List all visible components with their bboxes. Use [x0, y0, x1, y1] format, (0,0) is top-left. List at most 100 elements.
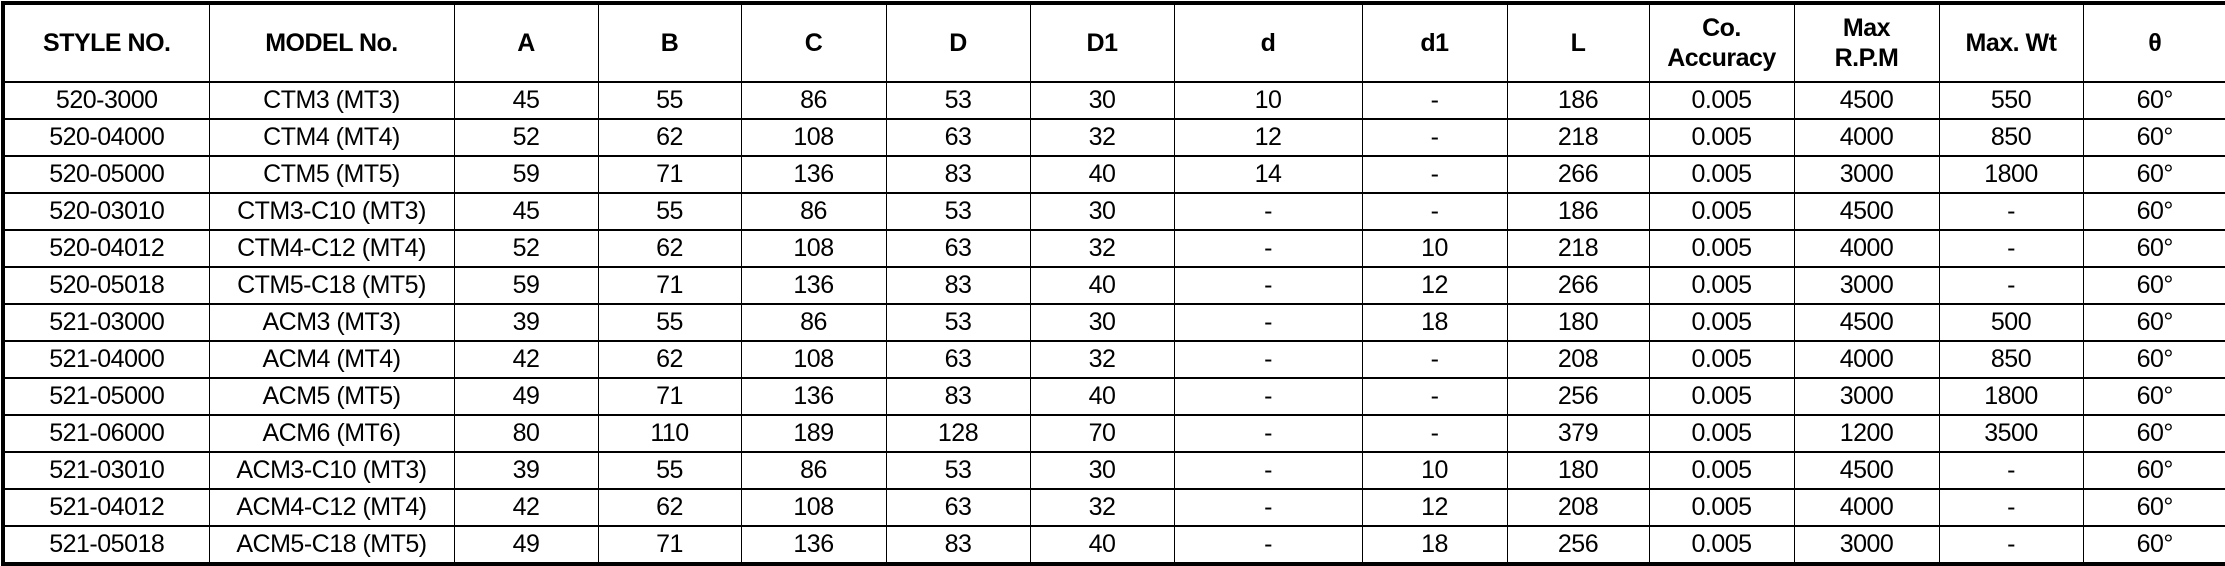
- cell-l: 180: [1507, 452, 1649, 489]
- cell-max-r-p-m: 4000: [1794, 119, 1939, 156]
- column-header-text: d1: [1363, 28, 1507, 58]
- cell-b: 62: [598, 489, 741, 526]
- cell-a: 39: [454, 304, 598, 341]
- cell-b: 62: [598, 119, 741, 156]
- cell-d: -: [1174, 341, 1362, 378]
- cell-d: 83: [886, 378, 1030, 415]
- column-header-style-no: STYLE NO.: [3, 3, 209, 82]
- cell-c: 86: [741, 193, 886, 230]
- cell-style-no: 521-05018: [3, 526, 209, 564]
- cell-max-r-p-m: 4500: [1794, 82, 1939, 119]
- cell-max-wt: -: [1939, 526, 2083, 564]
- column-header-text: Co.: [1650, 13, 1794, 43]
- cell-max-wt: -: [1939, 452, 2083, 489]
- cell-θ: 60°: [2083, 230, 2225, 267]
- cell-max-r-p-m: 3000: [1794, 156, 1939, 193]
- cell-c: 136: [741, 267, 886, 304]
- cell-max-wt: 1800: [1939, 378, 2083, 415]
- cell-d: 83: [886, 526, 1030, 564]
- cell-co-accuracy: 0.005: [1649, 341, 1794, 378]
- cell-co-accuracy: 0.005: [1649, 267, 1794, 304]
- cell-c: 86: [741, 304, 886, 341]
- cell-a: 80: [454, 415, 598, 452]
- cell-d1: -: [1362, 156, 1507, 193]
- cell-d1: -: [1362, 415, 1507, 452]
- cell-style-no: 520-04012: [3, 230, 209, 267]
- cell-d: -: [1174, 526, 1362, 564]
- cell-d1: 10: [1362, 452, 1507, 489]
- cell-c: 136: [741, 378, 886, 415]
- cell-style-no: 521-04000: [3, 341, 209, 378]
- cell-a: 42: [454, 489, 598, 526]
- cell-d: -: [1174, 378, 1362, 415]
- column-header-text: θ: [2084, 28, 2225, 58]
- cell-l: 266: [1507, 156, 1649, 193]
- cell-d: 128: [886, 415, 1030, 452]
- cell-b: 62: [598, 230, 741, 267]
- cell-style-no: 520-03010: [3, 193, 209, 230]
- cell-b: 55: [598, 82, 741, 119]
- cell-d: 63: [886, 230, 1030, 267]
- cell-c: 86: [741, 82, 886, 119]
- column-header-text: STYLE NO.: [5, 28, 209, 58]
- cell-max-wt: 850: [1939, 341, 2083, 378]
- column-header-b: B: [598, 3, 741, 82]
- cell-model-no: CTM4-C12 (MT4): [209, 230, 454, 267]
- cell-max-r-p-m: 3000: [1794, 526, 1939, 564]
- cell-θ: 60°: [2083, 489, 2225, 526]
- cell-θ: 60°: [2083, 526, 2225, 564]
- cell-b: 110: [598, 415, 741, 452]
- cell-style-no: 521-05000: [3, 378, 209, 415]
- cell-co-accuracy: 0.005: [1649, 119, 1794, 156]
- cell-d: -: [1174, 230, 1362, 267]
- cell-l: 208: [1507, 489, 1649, 526]
- cell-l: 208: [1507, 341, 1649, 378]
- cell-max-wt: 3500: [1939, 415, 2083, 452]
- cell-l: 186: [1507, 193, 1649, 230]
- cell-d1: 40: [1030, 267, 1174, 304]
- cell-d: -: [1174, 193, 1362, 230]
- cell-d1: 30: [1030, 304, 1174, 341]
- cell-θ: 60°: [2083, 267, 2225, 304]
- cell-model-no: ACM3-C10 (MT3): [209, 452, 454, 489]
- cell-c: 108: [741, 489, 886, 526]
- cell-d: 53: [886, 452, 1030, 489]
- cell-max-r-p-m: 4000: [1794, 341, 1939, 378]
- cell-d1: -: [1362, 119, 1507, 156]
- cell-d1: 32: [1030, 341, 1174, 378]
- cell-co-accuracy: 0.005: [1649, 378, 1794, 415]
- column-header-text: D: [887, 28, 1030, 58]
- cell-a: 39: [454, 452, 598, 489]
- cell-co-accuracy: 0.005: [1649, 415, 1794, 452]
- cell-a: 49: [454, 526, 598, 564]
- cell-max-wt: -: [1939, 267, 2083, 304]
- column-header-model-no: MODEL No.: [209, 3, 454, 82]
- cell-θ: 60°: [2083, 452, 2225, 489]
- column-header-text: Max. Wt: [1940, 28, 2083, 58]
- cell-d: 83: [886, 267, 1030, 304]
- cell-d: -: [1174, 415, 1362, 452]
- cell-d1: -: [1362, 341, 1507, 378]
- cell-co-accuracy: 0.005: [1649, 304, 1794, 341]
- cell-a: 52: [454, 119, 598, 156]
- cell-l: 218: [1507, 230, 1649, 267]
- cell-max-wt: 550: [1939, 82, 2083, 119]
- column-header-max-wt: Max. Wt: [1939, 3, 2083, 82]
- cell-b: 71: [598, 526, 741, 564]
- cell-c: 136: [741, 526, 886, 564]
- cell-l: 180: [1507, 304, 1649, 341]
- cell-θ: 60°: [2083, 378, 2225, 415]
- cell-l: 379: [1507, 415, 1649, 452]
- cell-b: 71: [598, 267, 741, 304]
- cell-d1: 30: [1030, 193, 1174, 230]
- cell-model-no: ACM3 (MT3): [209, 304, 454, 341]
- cell-c: 189: [741, 415, 886, 452]
